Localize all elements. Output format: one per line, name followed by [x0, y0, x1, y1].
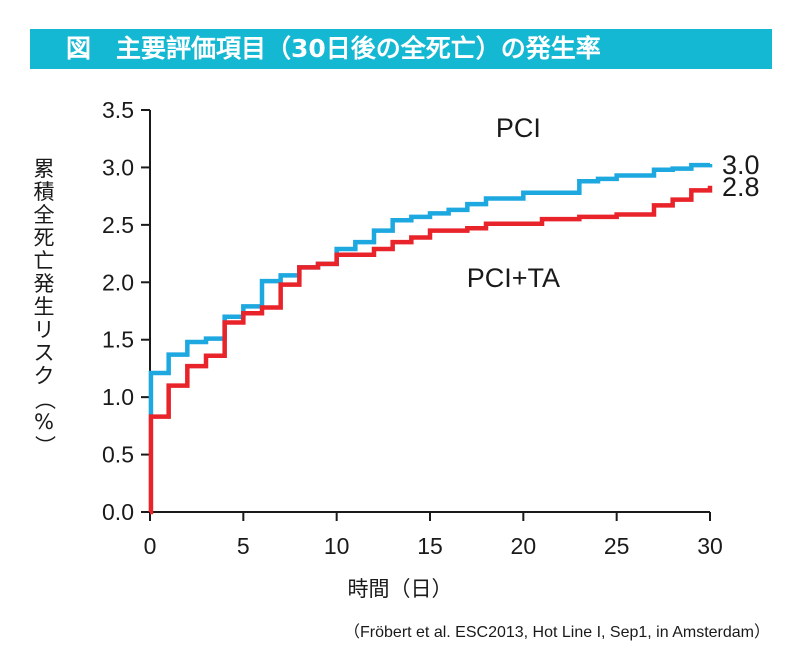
- chart-title: 図 主要評価項目（30日後の全死亡）の発生率: [66, 34, 601, 63]
- y-axis-label-char: 累: [33, 157, 55, 181]
- y-axis-label-char: 生: [33, 295, 55, 319]
- y-tick-label: 2.5: [102, 212, 134, 238]
- x-axis-label: 時間（日）: [347, 577, 453, 601]
- end-value-label: 2.8: [722, 172, 760, 202]
- y-tick-label: 0.0: [102, 499, 134, 525]
- y-axis-label-char: %: [34, 410, 54, 434]
- series-labels: 3.0 PCI 2.8 PCI+TA: [467, 113, 760, 293]
- x-tick-label: 30: [697, 533, 723, 559]
- series-line-pci: [148, 162, 713, 417]
- title-bar: 図 主要評価項目（30日後の全死亡）の発生率: [30, 29, 772, 69]
- y-tick-label: 0.5: [102, 442, 134, 468]
- y-axis-label-char: ク: [33, 364, 55, 388]
- y-axis-label-char: 亡: [33, 249, 55, 273]
- y-axis-label: 累積全死亡発生リスク（%）: [30, 158, 58, 457]
- y-axis-label-char: 積: [33, 180, 55, 204]
- x-tick-label: 25: [604, 533, 630, 559]
- y-axis-label-char: ス: [33, 341, 55, 365]
- x-tick-label: 15: [417, 533, 443, 559]
- series-line-pci-ta: [148, 185, 713, 515]
- x-tick-label: 5: [237, 533, 250, 559]
- y-tick-label: 2.0: [102, 269, 134, 295]
- end-value-label: 3.0: [722, 150, 760, 180]
- y-tick-label: 3.5: [102, 97, 134, 123]
- series-name-label: PCI: [496, 113, 541, 143]
- x-tick-label: 0: [144, 533, 157, 559]
- series-name-label: PCI+TA: [467, 263, 560, 293]
- x-tick-label: 20: [511, 533, 537, 559]
- y-axis-label-char: 死: [33, 226, 55, 250]
- y-tick-label: 3.0: [102, 154, 134, 180]
- axes: 0.0 0.5 1.0 1.5 2.0 2.5 3.0 3.5 0 5 10 15 20 25 30: [102, 97, 723, 559]
- y-axis-label-char: リ: [33, 318, 55, 342]
- x-tick-label: 10: [324, 533, 350, 559]
- y-tick-label: 1.5: [102, 327, 134, 353]
- y-axis-label-char: ）: [32, 435, 57, 456]
- y-axis-label-char: （: [32, 389, 57, 410]
- y-tick-label: 1.0: [102, 384, 134, 410]
- y-axis-label-char: 全: [33, 203, 55, 227]
- y-axis-label-char: 発: [33, 272, 55, 296]
- source-note: （Fröbert et al. ESC2013, Hot Line I, Sep…: [344, 624, 770, 641]
- series-lines: [148, 162, 713, 515]
